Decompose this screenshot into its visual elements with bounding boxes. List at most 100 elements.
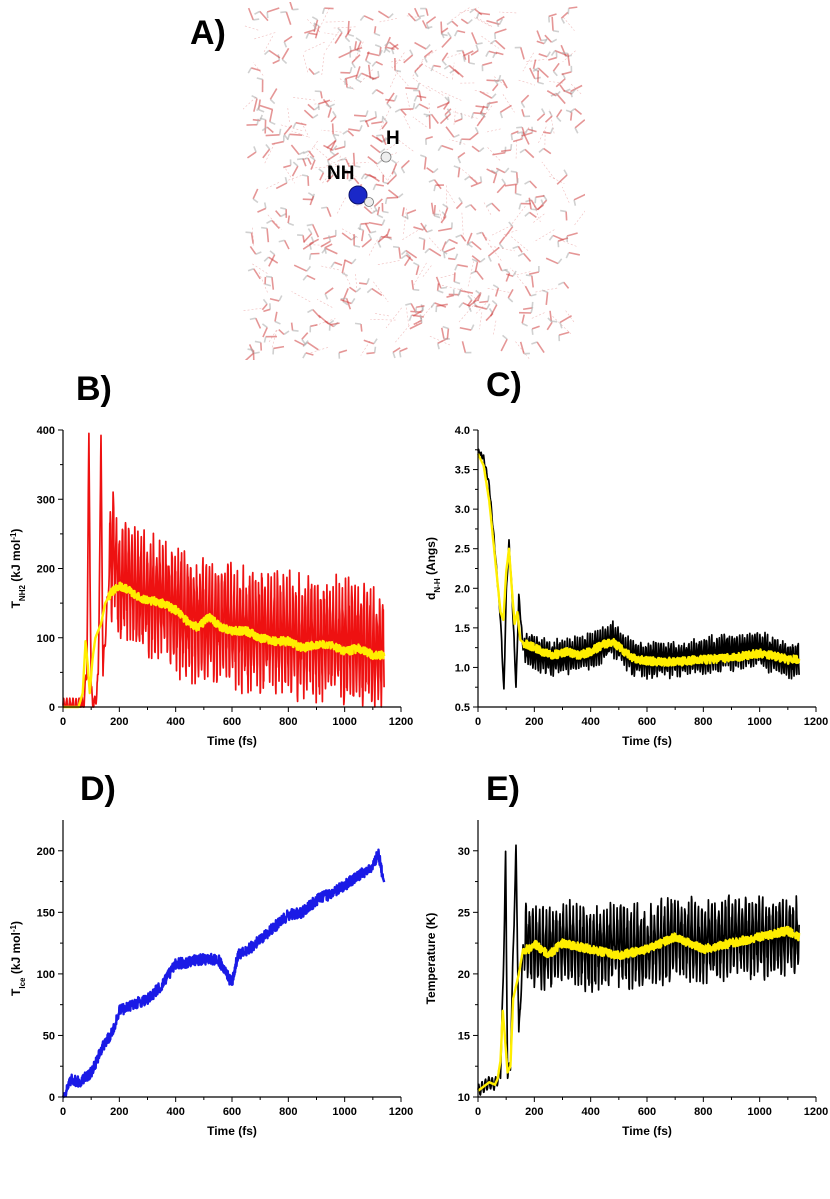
water-bond [345, 158, 351, 168]
hydrogen-bond [428, 237, 442, 252]
water-bond [437, 289, 444, 294]
water-bond [312, 308, 322, 319]
hydrogen-bond [574, 210, 585, 226]
water-bond [478, 147, 485, 153]
panel-label-a: A) [190, 14, 226, 52]
water-bond [457, 29, 466, 34]
hydrogen-bond [452, 62, 455, 80]
hydrogen-bond [288, 174, 304, 181]
water-bond [475, 270, 484, 280]
water-bond [342, 130, 349, 135]
water-bond [366, 287, 373, 294]
hydrogen-bond [301, 122, 310, 138]
water-bond [329, 150, 336, 156]
water-bond [538, 147, 545, 154]
water-bond [479, 176, 483, 183]
water-bond [353, 177, 360, 185]
water-bond [414, 71, 419, 78]
y-axis-label: Temperature (K) [424, 913, 438, 1005]
x-tick-label: 0 [60, 1106, 66, 1118]
y-tick-label: 20 [458, 969, 470, 981]
water-bond [453, 134, 460, 138]
water-bond [436, 343, 440, 350]
hydrogen-bond [541, 161, 555, 180]
chart-c-nh-distance: 0 200 400 600 800 1000 1200 0.5 1.0 1.5 2.0 2.5 3.0 3… [424, 425, 828, 748]
water-bond [425, 8, 429, 16]
hydrogen-bond [368, 238, 379, 256]
hydrogen-bond [251, 227, 255, 246]
water-bond [324, 287, 334, 295]
water-bond [470, 49, 479, 56]
water-bond [468, 175, 478, 184]
water-bond [420, 222, 428, 233]
hydrogen-bond [478, 231, 491, 242]
water-bond [448, 257, 456, 261]
water-bond [433, 214, 441, 219]
y-tick-label: 2.5 [455, 544, 470, 556]
water-bond [265, 143, 271, 150]
water-bond [469, 132, 479, 141]
water-bond [566, 232, 578, 237]
water-bond [474, 305, 488, 310]
water-bond [283, 164, 292, 169]
water-bond [371, 61, 377, 67]
water-bond [491, 93, 497, 99]
water-bond [471, 255, 481, 263]
hydrogen-bond [355, 274, 358, 289]
water-bond [371, 209, 378, 215]
water-bond [364, 173, 377, 179]
water-bond [444, 238, 450, 245]
water-bond [447, 31, 452, 38]
water-bond [438, 227, 452, 232]
water-bond [430, 302, 436, 309]
y-tick-label: 3.5 [455, 465, 470, 477]
water-bond [321, 206, 328, 209]
hydrogen-bond [390, 59, 405, 63]
x-tick-label: 600 [223, 1106, 241, 1118]
y-axis-label: dN-H (Angs) [424, 537, 442, 600]
water-bond [530, 293, 537, 297]
series-raw [477, 844, 800, 1096]
water-bond [382, 117, 388, 123]
hydrogen-bond [267, 214, 283, 230]
hydrogen-bond [291, 291, 311, 303]
water-bond [441, 27, 449, 34]
water-bond [493, 79, 499, 85]
water-bond [457, 264, 468, 268]
water-bond [441, 52, 449, 62]
water-bond [557, 281, 565, 286]
water-bond [448, 238, 458, 245]
hydrogen-bond [562, 50, 576, 63]
water-bond [437, 145, 443, 152]
water-bond [556, 174, 568, 185]
y-tick-label: 300 [37, 494, 55, 506]
water-bond [558, 331, 570, 336]
water-bond [269, 98, 276, 105]
x-tick-label: 0 [60, 716, 66, 728]
water-bond [496, 183, 506, 194]
hydrogen-bond [373, 281, 389, 303]
water-bond [457, 157, 462, 164]
water-bond [504, 167, 510, 174]
water-bond [355, 287, 362, 293]
y-tick-label: 3.0 [455, 504, 470, 516]
water-bond [551, 16, 554, 31]
y-tick-label: 15 [458, 1030, 470, 1042]
water-bond [574, 108, 583, 115]
hydrogen-bond [390, 70, 398, 88]
water-bond [416, 95, 427, 99]
water-bond [363, 206, 373, 215]
hydrogen-bond [487, 288, 511, 293]
water-bond [504, 183, 518, 187]
water-bond [347, 20, 350, 35]
water-bond [345, 298, 352, 310]
water-bond [249, 317, 256, 321]
water-bond [422, 239, 426, 250]
water-bond [327, 152, 339, 161]
water-bond [508, 221, 514, 228]
water-bond [271, 140, 284, 145]
water-bond [521, 322, 528, 327]
water-bond [397, 193, 404, 199]
nh-hydrogen-atom [364, 197, 374, 207]
water-bond [560, 209, 567, 213]
